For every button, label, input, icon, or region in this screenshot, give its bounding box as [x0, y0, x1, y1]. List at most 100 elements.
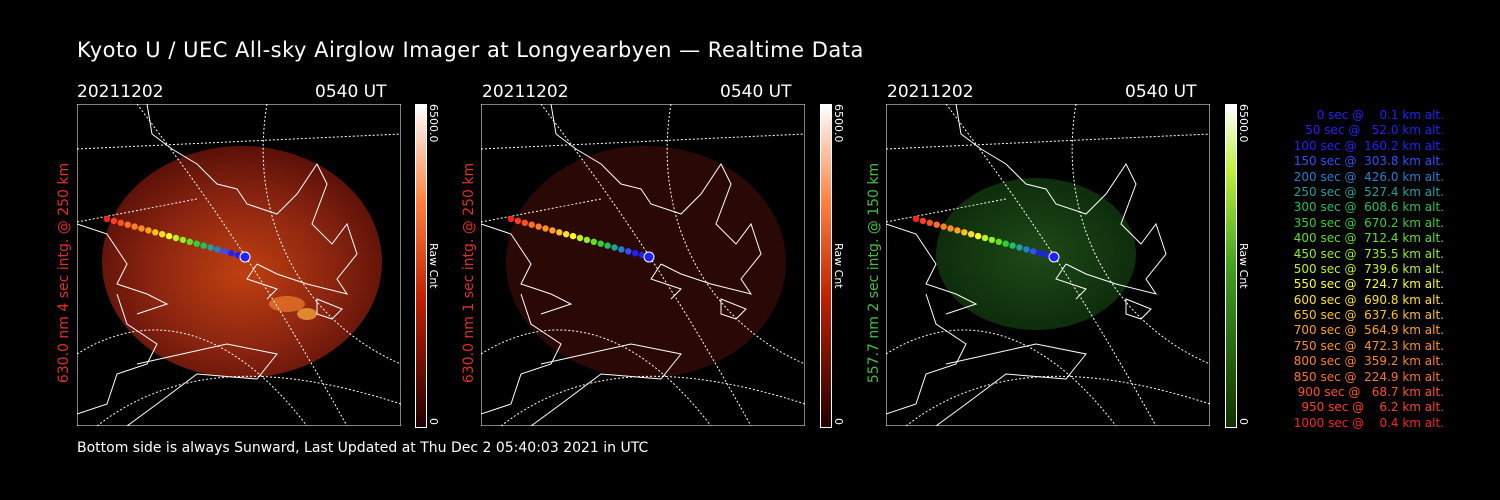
panel-1-date: 20211202 — [77, 82, 164, 102]
track-point — [981, 234, 989, 242]
legend-item: 100 sec @ 160.2 km alt. — [1293, 138, 1444, 153]
track-point — [604, 242, 611, 249]
track-point — [995, 238, 1002, 245]
panel-2-side-label: 630.0 nm 1 sec intg. @ 250 km — [461, 162, 477, 384]
track-point — [947, 225, 954, 232]
legend-item: 650 sec @ 637.6 km alt. — [1293, 308, 1444, 323]
panel-2-time: 0540 UT — [720, 82, 792, 102]
track-point — [611, 244, 618, 251]
track-point — [1002, 240, 1009, 247]
panel-1-side-label: 630.0 nm 4 sec intg. @ 250 km — [56, 162, 72, 384]
track-point — [186, 238, 193, 245]
track-point — [542, 225, 549, 232]
panel-1-colorbar-unit: Raw Cnt — [427, 243, 440, 289]
panel-3-colorbar-max: 6500.0 — [1237, 104, 1250, 143]
legend-item: 550 sec @ 724.7 km alt. — [1293, 277, 1444, 292]
panel-3-date: 20211202 — [887, 82, 974, 102]
satellite-track — [912, 215, 1060, 263]
panel-2-colorbar-max: 6500.0 — [832, 104, 845, 143]
panel-2-colorbar-unit: Raw Cnt — [832, 243, 845, 289]
track-point — [200, 242, 207, 249]
track-point — [583, 236, 591, 244]
track-point — [988, 236, 996, 244]
track-point — [556, 229, 563, 236]
track-point — [1023, 246, 1030, 253]
page-title: Kyoto U / UEC All-sky Airglow Imager at … — [77, 38, 864, 62]
panel-2-date: 20211202 — [482, 82, 569, 102]
track-point — [940, 223, 947, 230]
track-point — [521, 219, 528, 226]
track-point — [514, 217, 522, 225]
legend-item: 900 sec @ 68.7 km alt. — [1297, 385, 1444, 400]
track-point — [919, 217, 927, 225]
legend-item: 0 sec @ 0.1 km alt. — [1316, 108, 1444, 122]
panel-1-image — [76, 103, 402, 427]
track-point — [1016, 244, 1023, 251]
track-point — [632, 250, 639, 257]
track-point — [618, 246, 625, 253]
panel-3-time: 0540 UT — [1125, 82, 1197, 102]
panel-1-colorbar — [415, 104, 427, 428]
legend-item: 400 sec @ 712.4 km alt. — [1293, 231, 1444, 246]
legend-item: 150 sec @ 303.8 km alt. — [1293, 154, 1444, 169]
track-point — [507, 215, 515, 223]
panel-2-colorbar-min: 0 — [832, 418, 845, 425]
track-point — [110, 217, 118, 225]
panel-3-colorbar — [1225, 104, 1237, 428]
panel-1-map — [76, 103, 402, 427]
track-point — [172, 234, 180, 242]
track-point — [165, 232, 173, 240]
legend-item: 50 sec @ 52.0 km alt. — [1305, 123, 1444, 138]
legend-item: 700 sec @ 564.9 km alt. — [1293, 323, 1444, 338]
track-point — [961, 229, 968, 236]
altitude-legend: 0 sec @ 0.1 km alt. 50 sec @ 52.0 km alt.… — [1262, 108, 1444, 431]
track-point — [954, 227, 961, 234]
panel-2-colorbar — [820, 104, 832, 428]
legend-item: 200 sec @ 426.0 km alt. — [1293, 169, 1444, 184]
legend-item: 1000 sec @ 0.4 km alt. — [1293, 415, 1444, 430]
panel-3-colorbar-min: 0 — [1237, 418, 1250, 425]
legend-item: 300 sec @ 608.6 km alt. — [1293, 200, 1444, 215]
panel-1-time: 0540 UT — [315, 82, 387, 102]
track-point — [643, 251, 655, 263]
panel-1-colorbar-min: 0 — [427, 418, 440, 425]
panel-2-map — [480, 103, 806, 427]
track-point — [974, 232, 982, 240]
track-point — [912, 215, 920, 223]
legend-item: 450 sec @ 735.5 km alt. — [1293, 246, 1444, 261]
legend-item: 950 sec @ 6.2 km alt. — [1301, 400, 1444, 415]
legend-item: 800 sec @ 359.2 km alt. — [1293, 354, 1444, 369]
track-point — [103, 215, 111, 223]
panel-3-image — [885, 103, 1211, 427]
track-point — [968, 231, 975, 238]
panel-3-colorbar-unit: Raw Cnt — [1237, 243, 1250, 289]
track-point — [193, 240, 200, 247]
track-point — [1030, 248, 1037, 255]
track-point — [221, 248, 228, 255]
track-point — [152, 229, 159, 236]
track-point — [1009, 242, 1016, 249]
track-point — [131, 223, 138, 230]
panel-3-side-label: 557.7 nm 2 sec intg. @ 150 km — [866, 162, 882, 384]
track-point — [926, 219, 933, 226]
panel-2-image — [480, 103, 806, 427]
track-point — [528, 221, 535, 228]
panel-3-map — [885, 103, 1211, 427]
track-point — [1048, 251, 1060, 263]
footer-note: Bottom side is always Sunward, Last Upda… — [77, 440, 649, 456]
legend-item: 500 sec @ 739.6 km alt. — [1293, 261, 1444, 276]
track-point — [207, 244, 214, 251]
track-point — [933, 221, 940, 228]
track-point — [535, 223, 542, 230]
track-point — [145, 227, 152, 234]
legend-item: 850 sec @ 224.9 km alt. — [1293, 369, 1444, 384]
track-point — [214, 246, 221, 253]
legend-item: 750 sec @ 472.3 km alt. — [1293, 338, 1444, 353]
legend-item: 250 sec @ 527.4 km alt. — [1293, 184, 1444, 199]
track-point — [138, 225, 145, 232]
sky-image — [102, 146, 382, 378]
track-point — [569, 232, 577, 240]
track-point — [1037, 250, 1044, 257]
track-point — [179, 236, 187, 244]
track-point — [597, 240, 604, 247]
